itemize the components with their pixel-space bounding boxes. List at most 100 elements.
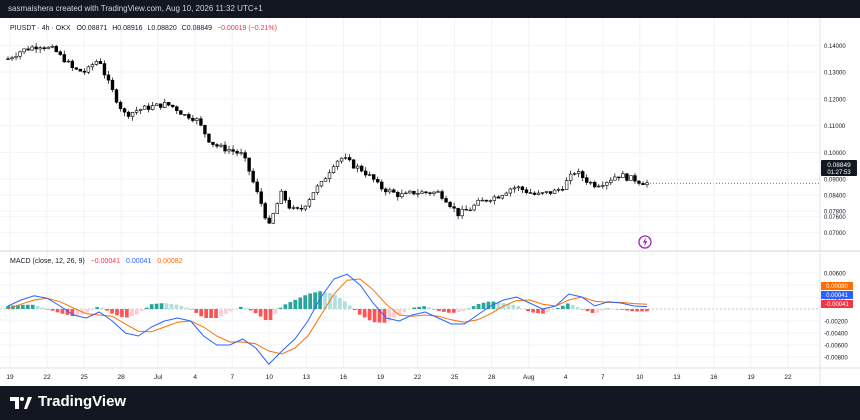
candle-body (307, 199, 312, 207)
open-value: O0.08871 (77, 25, 108, 32)
candle-body (207, 133, 211, 143)
macd-hist-bar (392, 309, 397, 318)
macd-hist-bar (159, 303, 164, 309)
chart-svg[interactable]: 0.14000 0.13000 0.12000 0.11000 0.10000 0.090… (0, 18, 860, 386)
tradingview-logo-icon (10, 397, 32, 409)
macd-hist-bar (219, 309, 223, 316)
candle-body (597, 185, 601, 188)
macd-hist-bar (234, 309, 238, 310)
candle-body (195, 118, 199, 121)
macd-badges: 0.00080 0.00041 -0.00041 (821, 282, 853, 308)
candle-body (122, 108, 127, 113)
macd-hist-bar (560, 305, 565, 309)
candle-body (368, 174, 372, 176)
time-tick-label: 10 (266, 374, 274, 381)
candle-body (520, 186, 525, 191)
candle-body (576, 171, 581, 174)
candle-body (331, 166, 336, 173)
macd-hist-bar (209, 309, 213, 318)
candle-body (315, 185, 320, 193)
time-tick-label: 22 (414, 374, 422, 381)
macd-hist-bar (129, 309, 134, 316)
candle-body (279, 190, 283, 204)
candle-body (484, 199, 488, 202)
macd-hist-bar (263, 309, 268, 320)
candle-body (255, 181, 259, 193)
macd-hist-bar (75, 309, 80, 316)
macd-badge: 0.00041 (826, 293, 848, 299)
macd-hist-bar (605, 308, 610, 310)
candle-body (18, 51, 22, 57)
macd-hist-bar (412, 307, 417, 309)
macd-hist-bar (387, 309, 392, 321)
macd-hist-bar (333, 294, 337, 309)
macd-hist-bar (536, 309, 540, 314)
price-tick-label: 0.09000 (824, 178, 846, 184)
macd-hist-bar (615, 309, 620, 310)
macd-hist-bar (640, 309, 644, 312)
macd-hist-bar (313, 292, 317, 309)
macd-hist-bar (134, 309, 139, 315)
macd-hist-bar (570, 304, 575, 309)
time-tick-label: Jul (154, 374, 163, 381)
candle-body (62, 54, 66, 63)
candle-body (126, 111, 131, 117)
candle-body (163, 102, 167, 108)
macd-hist-bar (645, 309, 649, 312)
macd-lines (7, 273, 648, 365)
macd-hist-bar (179, 306, 184, 309)
macd-hist-bar (466, 308, 471, 310)
candle-body (199, 118, 203, 126)
candle-body (605, 182, 609, 186)
price-badge-value: 0.08849 (827, 162, 851, 169)
hist-badge-bg (821, 300, 853, 308)
macd-hist-bar (531, 309, 535, 313)
macd-hist-bar (40, 307, 45, 309)
lightning-icon[interactable] (638, 235, 652, 249)
macd-hist-bar (248, 309, 253, 311)
candle-body (118, 101, 123, 109)
chart-background (0, 18, 860, 386)
candle-body (448, 201, 452, 207)
candle-body (299, 207, 304, 210)
candle-body (203, 124, 207, 135)
macd-hist-bar (575, 307, 580, 309)
macd-hist-bar (397, 309, 402, 315)
macd-legend: MACD (close, 12, 26, 9) −0.00041 0.00041… (10, 258, 183, 265)
time-tick-label: 19 (747, 374, 755, 381)
candle-body (428, 192, 432, 194)
candle-body (251, 170, 255, 183)
candle-body (267, 217, 271, 224)
candle-body (480, 199, 484, 202)
candle-body (183, 114, 187, 116)
candle-body (323, 178, 328, 182)
candle-body (319, 181, 324, 187)
candle-body (42, 47, 46, 49)
candle-body (585, 177, 589, 183)
candle-body (130, 112, 135, 117)
time-tick-label: Aug (523, 374, 535, 381)
time-axis[interactable]: 19 22 25 28 Jul 4 7 10 13 16 19 22 25 28 Aug 4 7 10 13 16 19… (6, 374, 792, 381)
candle-body (581, 171, 585, 178)
candle-body (22, 48, 26, 53)
macd-hist-bar (238, 306, 243, 309)
time-tick-label: 22 (784, 374, 792, 381)
candle-body (540, 192, 545, 194)
macd-hist-bar (432, 309, 436, 310)
candle-body (548, 191, 553, 194)
hist-badge: -0.00041 (825, 302, 849, 308)
macd-hist-bar (60, 309, 65, 314)
macd-hist-bar (21, 304, 25, 309)
macd-hist-bar (105, 309, 109, 311)
header-credit: sasmaishera created with TradingView.com… (8, 4, 263, 13)
time-tick-label: 19 (377, 374, 385, 381)
time-tick-label: 19 (6, 374, 14, 381)
signal-badge-bg (821, 282, 853, 290)
macd-hist-bar (377, 309, 382, 323)
candle-body (86, 66, 91, 73)
candle-body (231, 149, 235, 152)
time-tick-label: 16 (340, 374, 348, 381)
macd-hist-bar (16, 305, 20, 309)
candle-body (432, 191, 436, 194)
candle-body (472, 204, 476, 211)
